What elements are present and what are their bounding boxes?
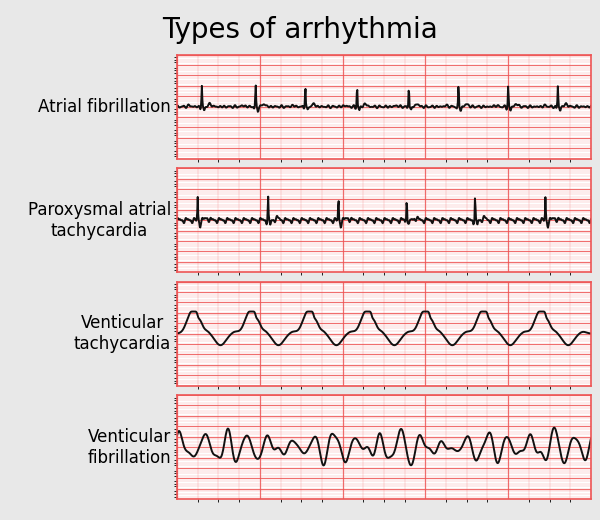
Text: Types of arrhythmia: Types of arrhythmia [162, 16, 438, 44]
Text: Venticular
fibrillation: Venticular fibrillation [88, 428, 171, 466]
Text: Paroxysmal atrial
tachycardia: Paroxysmal atrial tachycardia [28, 201, 171, 240]
Text: Venticular
tachycardia: Venticular tachycardia [74, 314, 171, 353]
Text: Atrial fibrillation: Atrial fibrillation [38, 98, 171, 115]
